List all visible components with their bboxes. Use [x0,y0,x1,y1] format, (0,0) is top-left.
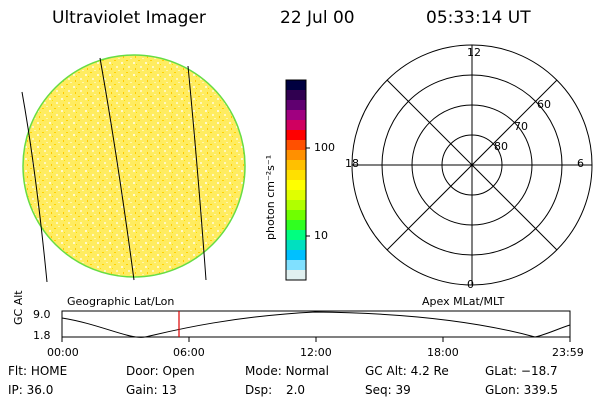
gain-field: Gain: 13 [126,383,177,397]
color-scale-segment [286,170,306,181]
color-scale-segment [286,210,306,221]
flt-value: HOME [30,364,68,378]
color-scale-segment [286,90,306,101]
time-label: 05:33:14 UT [426,8,531,28]
timeline-ticks [61,337,571,342]
timeline-x-tick: 06:00 [173,346,205,359]
color-scale-segment [286,150,306,161]
timeline-x-tick: 18:00 [427,346,459,359]
mlt-label-noon: 12 [467,46,481,59]
longitude-line [99,57,135,281]
color-scale-segment [286,160,306,171]
mlt-label-dusk: 18 [345,157,359,170]
mlat-label: 60 [537,98,551,111]
mlt-label-dawn: 6 [577,157,584,170]
glat-value: −18.7 [520,364,558,378]
color-scale-segment [286,80,306,91]
altitude-curve [61,311,571,338]
glon-value: 339.5 [523,383,558,397]
longitude-line [21,91,48,283]
colorbar-tick-label: 100 [314,141,335,154]
door-value: Open [162,364,195,378]
timeline-frame [61,310,571,338]
color-scale-segment [286,270,306,281]
color-scale-segment [286,220,306,231]
timeline-x-tick: 12:00 [300,346,332,359]
timeline-y-tick: 1.8 [33,329,51,342]
apex-caption: Apex MLat/MLT [422,295,505,308]
seq-value: 39 [395,383,411,397]
color-scale-segment [286,240,306,251]
color-scale-segment [286,260,306,271]
dsp-field: Dsp: 2.0 [245,383,306,397]
date-label: 22 Jul 00 [280,8,355,28]
gcalt-field: GC Alt: 4.2 Re [365,364,449,378]
glat-field: GLat: −18.7 [485,364,558,378]
color-scale-segment [286,250,306,261]
color-scale-segment [286,140,306,151]
timeline-x-tick: 23:59 [552,346,584,359]
color-scale-segment [286,200,306,211]
earth-disk [22,54,246,278]
ip-value: 36.0 [26,383,54,397]
timeline-y-tick: 9.0 [33,308,51,321]
timeline-axis-label: GC Alt [12,290,25,325]
color-scale-frame [285,79,307,281]
polar-diagonal [386,79,558,251]
color-scale-bar [286,80,306,281]
door-field: Door: Open [126,364,195,378]
ip-field: IP: 36.0 [8,383,54,397]
mode-value: Normal [285,364,329,378]
mlat-label: 80 [494,140,508,153]
color-scale-segment [286,110,306,121]
color-scale-segment [286,180,306,191]
gcalt-value: 4.2 Re [410,364,449,378]
color-scale-segment [286,190,306,201]
colorbar-tick-label: 10 [314,229,328,242]
seq-field: Seq: 39 [365,383,411,397]
colorbar-unit-label: photon cm⁻²s⁻¹ [264,154,277,240]
color-scale-segment [286,100,306,111]
glon-field: GLon: 339.5 [485,383,558,397]
uv-earth-image [21,54,246,283]
flt-field: Flt: HOME [8,364,68,378]
mlt-label-midnight: 0 [467,278,474,291]
color-scale-segment [286,130,306,141]
gain-value: 13 [161,383,177,397]
mlat-label: 70 [514,120,528,133]
color-scale-segment [286,120,306,131]
timeline-x-tick: 00:00 [47,346,79,359]
mode-field: Mode: Normal [245,364,329,378]
polar-grid [351,44,593,286]
color-scale-segment [286,230,306,241]
instrument-title: Ultraviolet Imager [52,8,206,28]
geographic-caption: Geographic Lat/Lon [67,295,175,308]
longitude-line [187,65,207,281]
dsp-value: 2.0 [285,383,306,397]
